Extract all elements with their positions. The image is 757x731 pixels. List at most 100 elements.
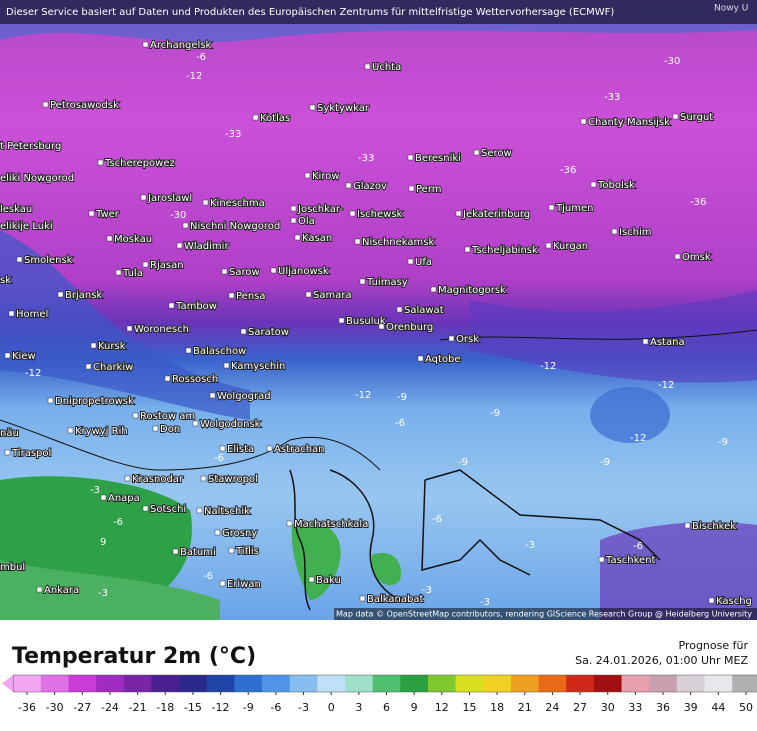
city-label: Balaschow [193,346,246,357]
city-label: Machatschkala [294,519,368,530]
city-label: Rossosch [172,374,218,385]
city-label: Salawat [404,305,444,316]
city-label: Krasnodar [132,474,184,485]
colorbar: -36 -30 -27 -24 -21 -18 -15 -12 -9 -6 -3 0 3 6 9 12 15 18… [2,674,757,714]
city-label: Chanty-Mansijsk [588,117,670,128]
contour-label: -33 [225,129,241,140]
city-label: Stawropol [208,474,258,485]
colorbar-tick-label: 39 [684,701,698,714]
city-marker [132,412,139,419]
city-marker [172,548,179,555]
city-label: Glazov [353,181,387,192]
colorbar-segment [123,675,152,692]
colorbar-segment [206,675,235,692]
city-marker [580,118,587,125]
city-label: Astrachan [274,444,325,455]
contour-label: -36 [560,165,576,176]
colorbar-tick-label: -12 [212,701,230,714]
contour-label: -12 [355,390,371,401]
city-label: Orsk [456,334,479,345]
colorbar-tick-label: -6 [270,701,281,714]
legend-title: Temperatur 2m (°C) [12,644,256,669]
colorbar-segment [538,675,567,692]
colorbar-tick-label: -30 [46,701,64,714]
city-marker [354,238,361,245]
city-label: Krywyj Rih [75,426,128,437]
forecast-time: Sa. 24.01.2026, 01:00 Uhr MEZ [575,654,748,667]
city-label: Joschkar- [297,204,343,215]
city-label: Twer [95,209,120,220]
city-label: Astana [650,337,685,348]
contour-label: -30 [170,210,186,221]
city-label: Omsk [682,252,711,263]
city-marker [642,338,649,345]
city-marker [209,392,216,399]
city-label: Homel [16,309,48,320]
city-label: Balkanabat [367,594,423,605]
corner-label: Nowy U [714,4,748,14]
colorbar-tick-label: -9 [243,701,254,714]
contour-label: -33 [604,92,620,103]
city-marker [142,261,149,268]
contour-label: -9 [458,457,468,468]
city-marker [88,210,95,217]
colorbar-segment [732,675,757,692]
city-label: Charkiw [93,362,133,373]
banner: Dieser Service basiert auf Daten und Pro… [6,7,614,18]
colorbar-segment [68,675,97,692]
city-label: Moskau [114,234,152,245]
city-label: eliki Nowgorod [0,173,74,184]
city-marker [196,507,203,514]
city-marker [85,363,92,370]
city-marker [266,445,273,452]
contour-label: -6 [214,453,224,464]
city-label: Tuimasy [366,277,408,288]
city-label: Bischkek [692,521,736,532]
colorbar-tick-label: 36 [656,701,670,714]
colorbar-segment [400,675,429,692]
city-marker [124,475,131,482]
city-label: Don [160,424,180,435]
colorbar-segment [262,675,291,692]
city-marker [47,397,54,404]
colorbar-tick-label: 9 [411,701,418,714]
city-marker [36,586,43,593]
city-label: Kineschma [210,198,265,209]
city-label: näu [0,428,19,439]
colorbar-tick-label: 3 [355,701,362,714]
city-label: Perm [416,184,442,195]
city-label: Rostow am [140,411,195,422]
colorbar-segment [676,675,706,692]
contour-label: 9 [100,537,106,548]
city-marker [142,505,149,512]
city-marker [407,258,414,265]
colorbar-tick-label: -24 [101,701,119,714]
contour-label: -33 [358,153,374,164]
city-label: Taschkent [605,555,656,566]
city-label: Pensa [236,291,266,302]
city-marker [672,113,679,120]
colorbar-segment [621,675,650,692]
city-marker [396,306,403,313]
city-label: sk [0,275,11,286]
city-marker [684,522,691,529]
city-marker [115,269,122,276]
city-label: Tjumen [555,203,593,214]
colorbar-arrow-left [2,675,14,692]
colorbar-segment [96,675,125,692]
city-marker [57,291,64,298]
city-marker [378,323,385,330]
city-marker [430,286,437,293]
colorbar-segment [13,675,42,692]
city-marker [290,217,297,224]
city-label: Baku [316,575,341,586]
contour-label: -9 [397,392,407,403]
city-marker [126,325,133,332]
city-label: Tiflis [235,546,259,557]
city-marker [142,41,149,48]
city-label: Kasan [302,233,332,244]
city-label: Samara [313,290,352,301]
city-marker [674,253,681,260]
city-label: Anapa [108,493,140,504]
